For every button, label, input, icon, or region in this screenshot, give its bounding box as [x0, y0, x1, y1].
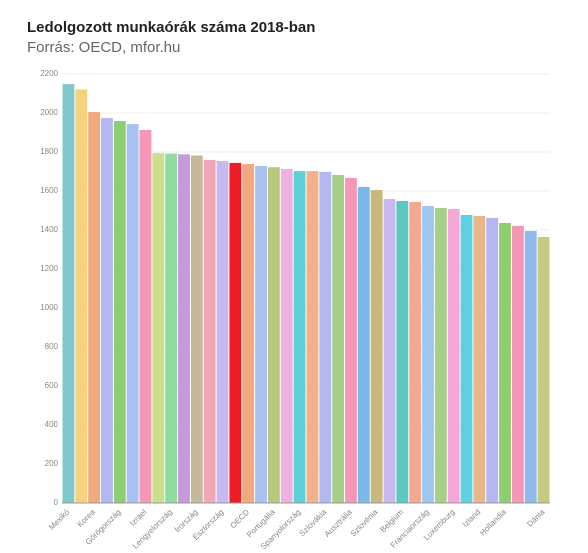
y-tick-label: 800 [45, 342, 59, 351]
x-tick-label: Izrael [128, 507, 148, 527]
x-tick-label: OECD [228, 507, 251, 530]
y-tick-label: 2200 [40, 69, 58, 78]
bar [113, 120, 126, 504]
bar [139, 129, 152, 503]
bar [152, 153, 165, 504]
bar [319, 171, 332, 503]
bar [216, 160, 229, 503]
bar [190, 155, 203, 503]
bar [332, 175, 345, 503]
bar [383, 198, 396, 503]
bar [242, 164, 255, 503]
bar [422, 206, 434, 503]
x-tick-label: Korea [76, 507, 98, 529]
bar [203, 159, 216, 503]
y-tick-label: 600 [45, 381, 59, 390]
bar [447, 208, 460, 503]
bar [293, 171, 306, 504]
bar [75, 89, 88, 503]
y-tick-label: 0 [54, 498, 59, 507]
bar [101, 118, 113, 503]
bar [165, 153, 178, 503]
x-tick-label: Hollandia [478, 507, 508, 537]
bar [255, 166, 267, 504]
bar [370, 190, 383, 503]
y-tick-label: 400 [45, 420, 59, 429]
bar [229, 162, 242, 504]
bar [537, 237, 550, 503]
y-tick-label: 1600 [40, 186, 58, 195]
bar [306, 171, 319, 504]
y-tick-label: 1800 [40, 147, 58, 156]
bar [524, 230, 537, 503]
bar [267, 167, 280, 503]
y-tick-label: 200 [45, 459, 59, 468]
bar [434, 207, 447, 503]
y-tick-label: 1000 [40, 303, 58, 312]
bar [178, 154, 190, 503]
x-tick-label: Izland [461, 508, 482, 529]
bar [62, 84, 75, 503]
bar [460, 214, 473, 504]
bar [345, 177, 357, 503]
bar [280, 168, 293, 503]
chart-subtitle: Forrás: OECD, mfor.hu [27, 39, 180, 56]
bar [473, 215, 486, 503]
bar [126, 124, 139, 504]
y-tick-label: 2000 [40, 108, 58, 117]
x-tick-label: Dánia [525, 507, 547, 529]
bar [511, 225, 524, 503]
bar [486, 217, 499, 503]
bar [357, 186, 370, 503]
bar [88, 112, 101, 504]
bar [499, 222, 511, 504]
y-tick-label: 1400 [40, 225, 58, 234]
x-tick-label: Mexikó [47, 507, 72, 532]
bar [396, 200, 409, 503]
bar [409, 201, 422, 504]
y-tick-label: 1200 [40, 264, 58, 273]
chart-title: Ledolgozott munkaórák száma 2018-ban [27, 19, 315, 36]
x-tick-label: Szlovénia [349, 507, 380, 538]
